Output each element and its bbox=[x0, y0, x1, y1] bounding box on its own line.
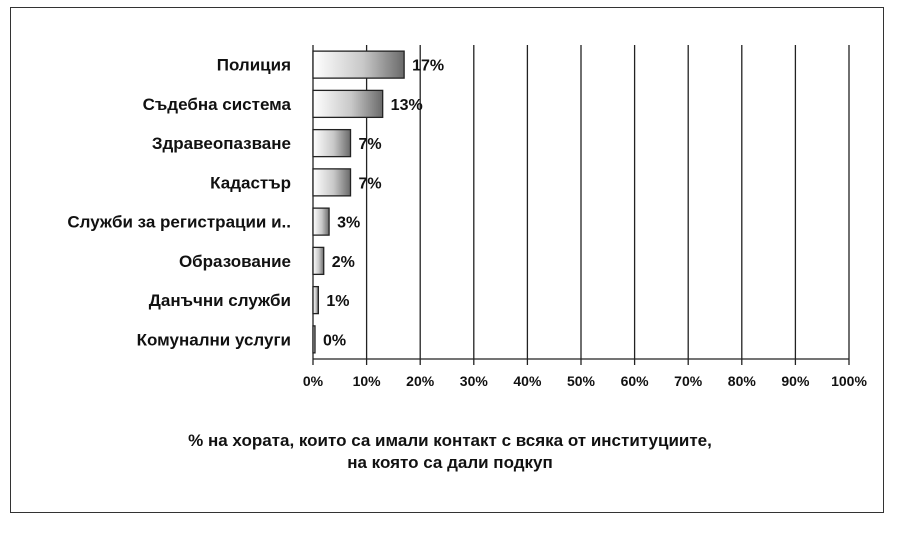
x-tick-label: 70% bbox=[674, 373, 703, 389]
x-tick-label: 10% bbox=[353, 373, 382, 389]
x-tick-label: 80% bbox=[728, 373, 757, 389]
bar bbox=[312, 128, 352, 158]
bar bbox=[312, 246, 325, 276]
data-label: 3% bbox=[337, 215, 360, 232]
chart-caption: % на хората, които са имали контакт с вс… bbox=[0, 430, 900, 474]
category-label: Съдебна система bbox=[143, 95, 292, 114]
data-label: 7% bbox=[359, 175, 382, 192]
chart-frame bbox=[10, 7, 884, 513]
x-tick-label: 90% bbox=[781, 373, 810, 389]
x-tick-label: 100% bbox=[831, 373, 867, 389]
bar bbox=[312, 325, 316, 354]
bar bbox=[312, 168, 352, 197]
category-label: Образование bbox=[179, 252, 291, 271]
data-label: 1% bbox=[326, 293, 349, 310]
category-label: Кадастър bbox=[210, 173, 291, 192]
x-tick-label: 30% bbox=[460, 373, 489, 389]
category-label: Служби за регистрации и.. bbox=[67, 213, 291, 232]
category-label: Данъчни служби bbox=[149, 291, 291, 310]
data-label: 2% bbox=[332, 254, 355, 271]
x-tick-label: 50% bbox=[567, 373, 596, 389]
data-label: 17% bbox=[412, 58, 444, 75]
x-axis-ticks: 0% 10% 20% 30% 40% 50% 60% 70% 80% 90% 100% bbox=[303, 373, 868, 389]
caption-line-2: на която са дали подкуп bbox=[347, 453, 553, 472]
bars bbox=[312, 50, 405, 354]
category-labels: Полиция Съдебна система Здравеопазване Када… bbox=[67, 56, 291, 350]
bar bbox=[312, 89, 384, 119]
data-label: 0% bbox=[323, 332, 346, 349]
caption-line-1: % на хората, които са имали контакт с вс… bbox=[188, 431, 712, 450]
data-label: 13% bbox=[391, 97, 423, 114]
category-label: Комунални услуги bbox=[137, 330, 291, 349]
grid-lines bbox=[312, 45, 850, 365]
x-tick-label: 0% bbox=[303, 373, 324, 389]
bar-chart: Полиция Съдебна система Здравеопазване Када… bbox=[67, 45, 868, 389]
x-tick-label: 20% bbox=[406, 373, 435, 389]
category-label: Здравеопазване bbox=[152, 134, 291, 153]
data-labels: 17% 13% 7% 7% 3% 2% 1% 0% bbox=[323, 58, 444, 350]
category-label: Полиция bbox=[217, 56, 291, 75]
bar bbox=[312, 50, 405, 79]
bar bbox=[312, 207, 330, 236]
data-label: 7% bbox=[359, 136, 382, 153]
x-tick-label: 40% bbox=[513, 373, 542, 389]
bar bbox=[312, 285, 320, 315]
x-tick-label: 60% bbox=[621, 373, 650, 389]
